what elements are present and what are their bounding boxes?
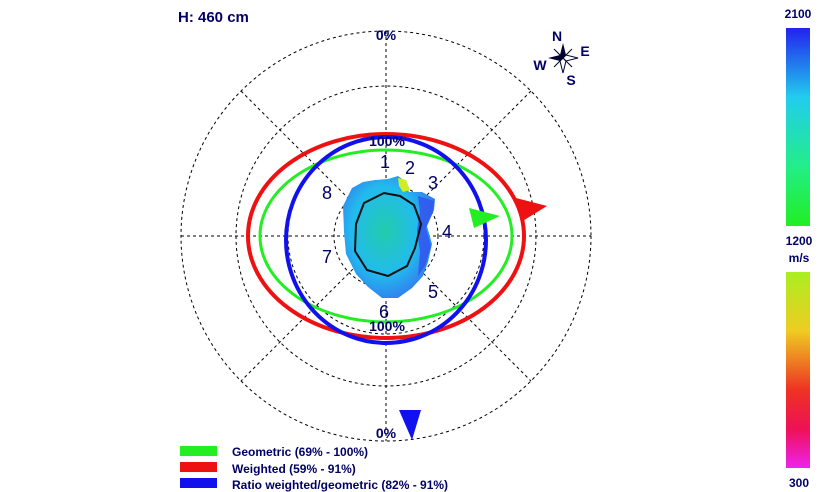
legend-swatch-ratio xyxy=(180,478,217,488)
legend: Geometric (69% - 100%) Weighted (59% - 9… xyxy=(180,445,448,492)
radial-label-top: 0% xyxy=(376,27,397,43)
sector-label-5: 5 xyxy=(428,282,438,302)
sector-labels: 1 2 3 4 5 6 7 8 xyxy=(322,152,452,322)
sector-label-8: 8 xyxy=(322,183,332,203)
colorbar-upper xyxy=(786,28,810,226)
sector-label-2: 2 xyxy=(405,158,415,178)
series-weighted-arrow xyxy=(516,198,547,222)
sector-label-7: 7 xyxy=(322,247,332,267)
colorbar-mid-label: 1200 xyxy=(786,234,813,248)
compass-label-n: N xyxy=(552,28,562,44)
sector-label-4: 4 xyxy=(442,222,452,242)
legend-label-weighted: Weighted (59% - 91%) xyxy=(232,462,356,476)
legend-swatch-geometric xyxy=(180,446,217,456)
mean-velocity-polygon xyxy=(353,191,423,278)
velocity-patch-hotspot xyxy=(398,178,410,192)
radial-label-bottom: 0% xyxy=(376,425,397,441)
series-geometric-ellipse xyxy=(258,148,514,324)
compass-rose: N E W S xyxy=(533,28,589,88)
colorbar-lower xyxy=(786,272,810,468)
radial-label-inner-top: 100% xyxy=(369,133,405,149)
sector-label-6: 6 xyxy=(379,302,389,322)
sector-label-3: 3 xyxy=(428,173,438,193)
compass-label-w: W xyxy=(533,57,547,73)
legend-swatch-weighted xyxy=(180,462,217,472)
compass-icon xyxy=(548,43,579,74)
series-ratio-arrow xyxy=(399,410,421,440)
sector-label-1: 1 xyxy=(380,152,390,172)
colorbar: 2100 1200 m/s 300 xyxy=(785,7,813,490)
legend-label-geometric: Geometric (69% - 100%) xyxy=(232,445,368,459)
series-weighted-ellipse xyxy=(246,132,526,340)
chart-title: H: 460 cm xyxy=(178,9,249,26)
compass-label-e: E xyxy=(580,43,589,59)
series-geometric-arrow xyxy=(469,208,500,228)
colorbar-upper-max-label: 2100 xyxy=(785,7,812,21)
velocity-patch-edge xyxy=(417,196,434,276)
series-ratio-ellipse xyxy=(284,135,488,345)
legend-label-ratio: Ratio weighted/geometric (82% - 91%) xyxy=(232,478,448,492)
colorbar-lower-min-label: 300 xyxy=(789,476,809,490)
compass-label-s: S xyxy=(566,72,575,88)
radial-label-inner-bottom: 100% xyxy=(369,318,405,334)
colorbar-unit-label: m/s xyxy=(789,251,810,265)
